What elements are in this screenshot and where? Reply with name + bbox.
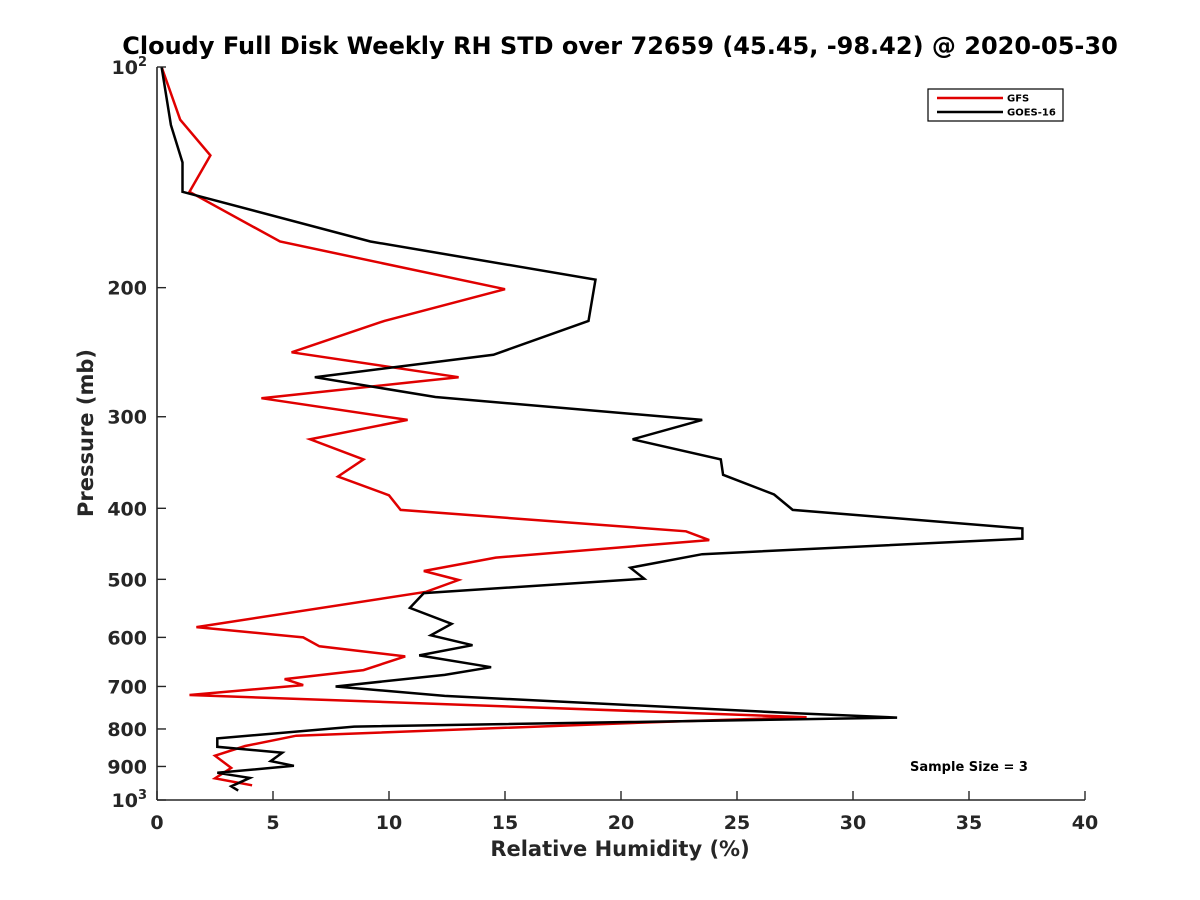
x-axis-label: Relative Humidity (%) [490,837,749,861]
y-tick-label: 200 [107,278,147,300]
y-tick-label: 800 [107,719,147,741]
legend-label: GFS [1007,94,1029,105]
axes: 0 5 10 15 20 25 30 35 40 102 200 300 400 500 600 700 800… [107,55,1098,834]
series-line-gfs [160,66,807,787]
series-line-goes-16 [160,66,1024,792]
y-tick-label: 400 [107,498,147,520]
y-axis-label: Pressure (mb) [74,349,98,517]
y-tick-label: 900 [107,756,147,778]
legend: GFS GOES-16 [927,88,1064,122]
x-tick-label: 10 [376,812,402,834]
y-tick-label: 102 [112,55,148,79]
y-tick-label: 500 [107,569,147,591]
sample-size-annotation: Sample Size = 3 [910,760,1028,775]
x-tick-label: 30 [840,812,866,834]
y-tick-label: 700 [107,676,147,698]
x-tick-label: 15 [492,812,518,834]
plot-lines [160,66,1024,792]
y-tick-label: 300 [107,407,147,429]
legend-box [927,88,1064,122]
x-tick-label: 5 [266,812,279,834]
y-tick-label: 600 [107,627,147,649]
legend-label: GOES-16 [1007,108,1056,119]
x-tick-label: 35 [956,812,982,834]
chart-title: Cloudy Full Disk Weekly RH STD over 7265… [122,32,1118,60]
x-tick-label: 0 [150,812,163,834]
y-tick-label: 103 [112,788,148,812]
x-tick-label: 25 [724,812,750,834]
x-tick-label: 20 [608,812,634,834]
x-tick-label: 40 [1072,812,1098,834]
